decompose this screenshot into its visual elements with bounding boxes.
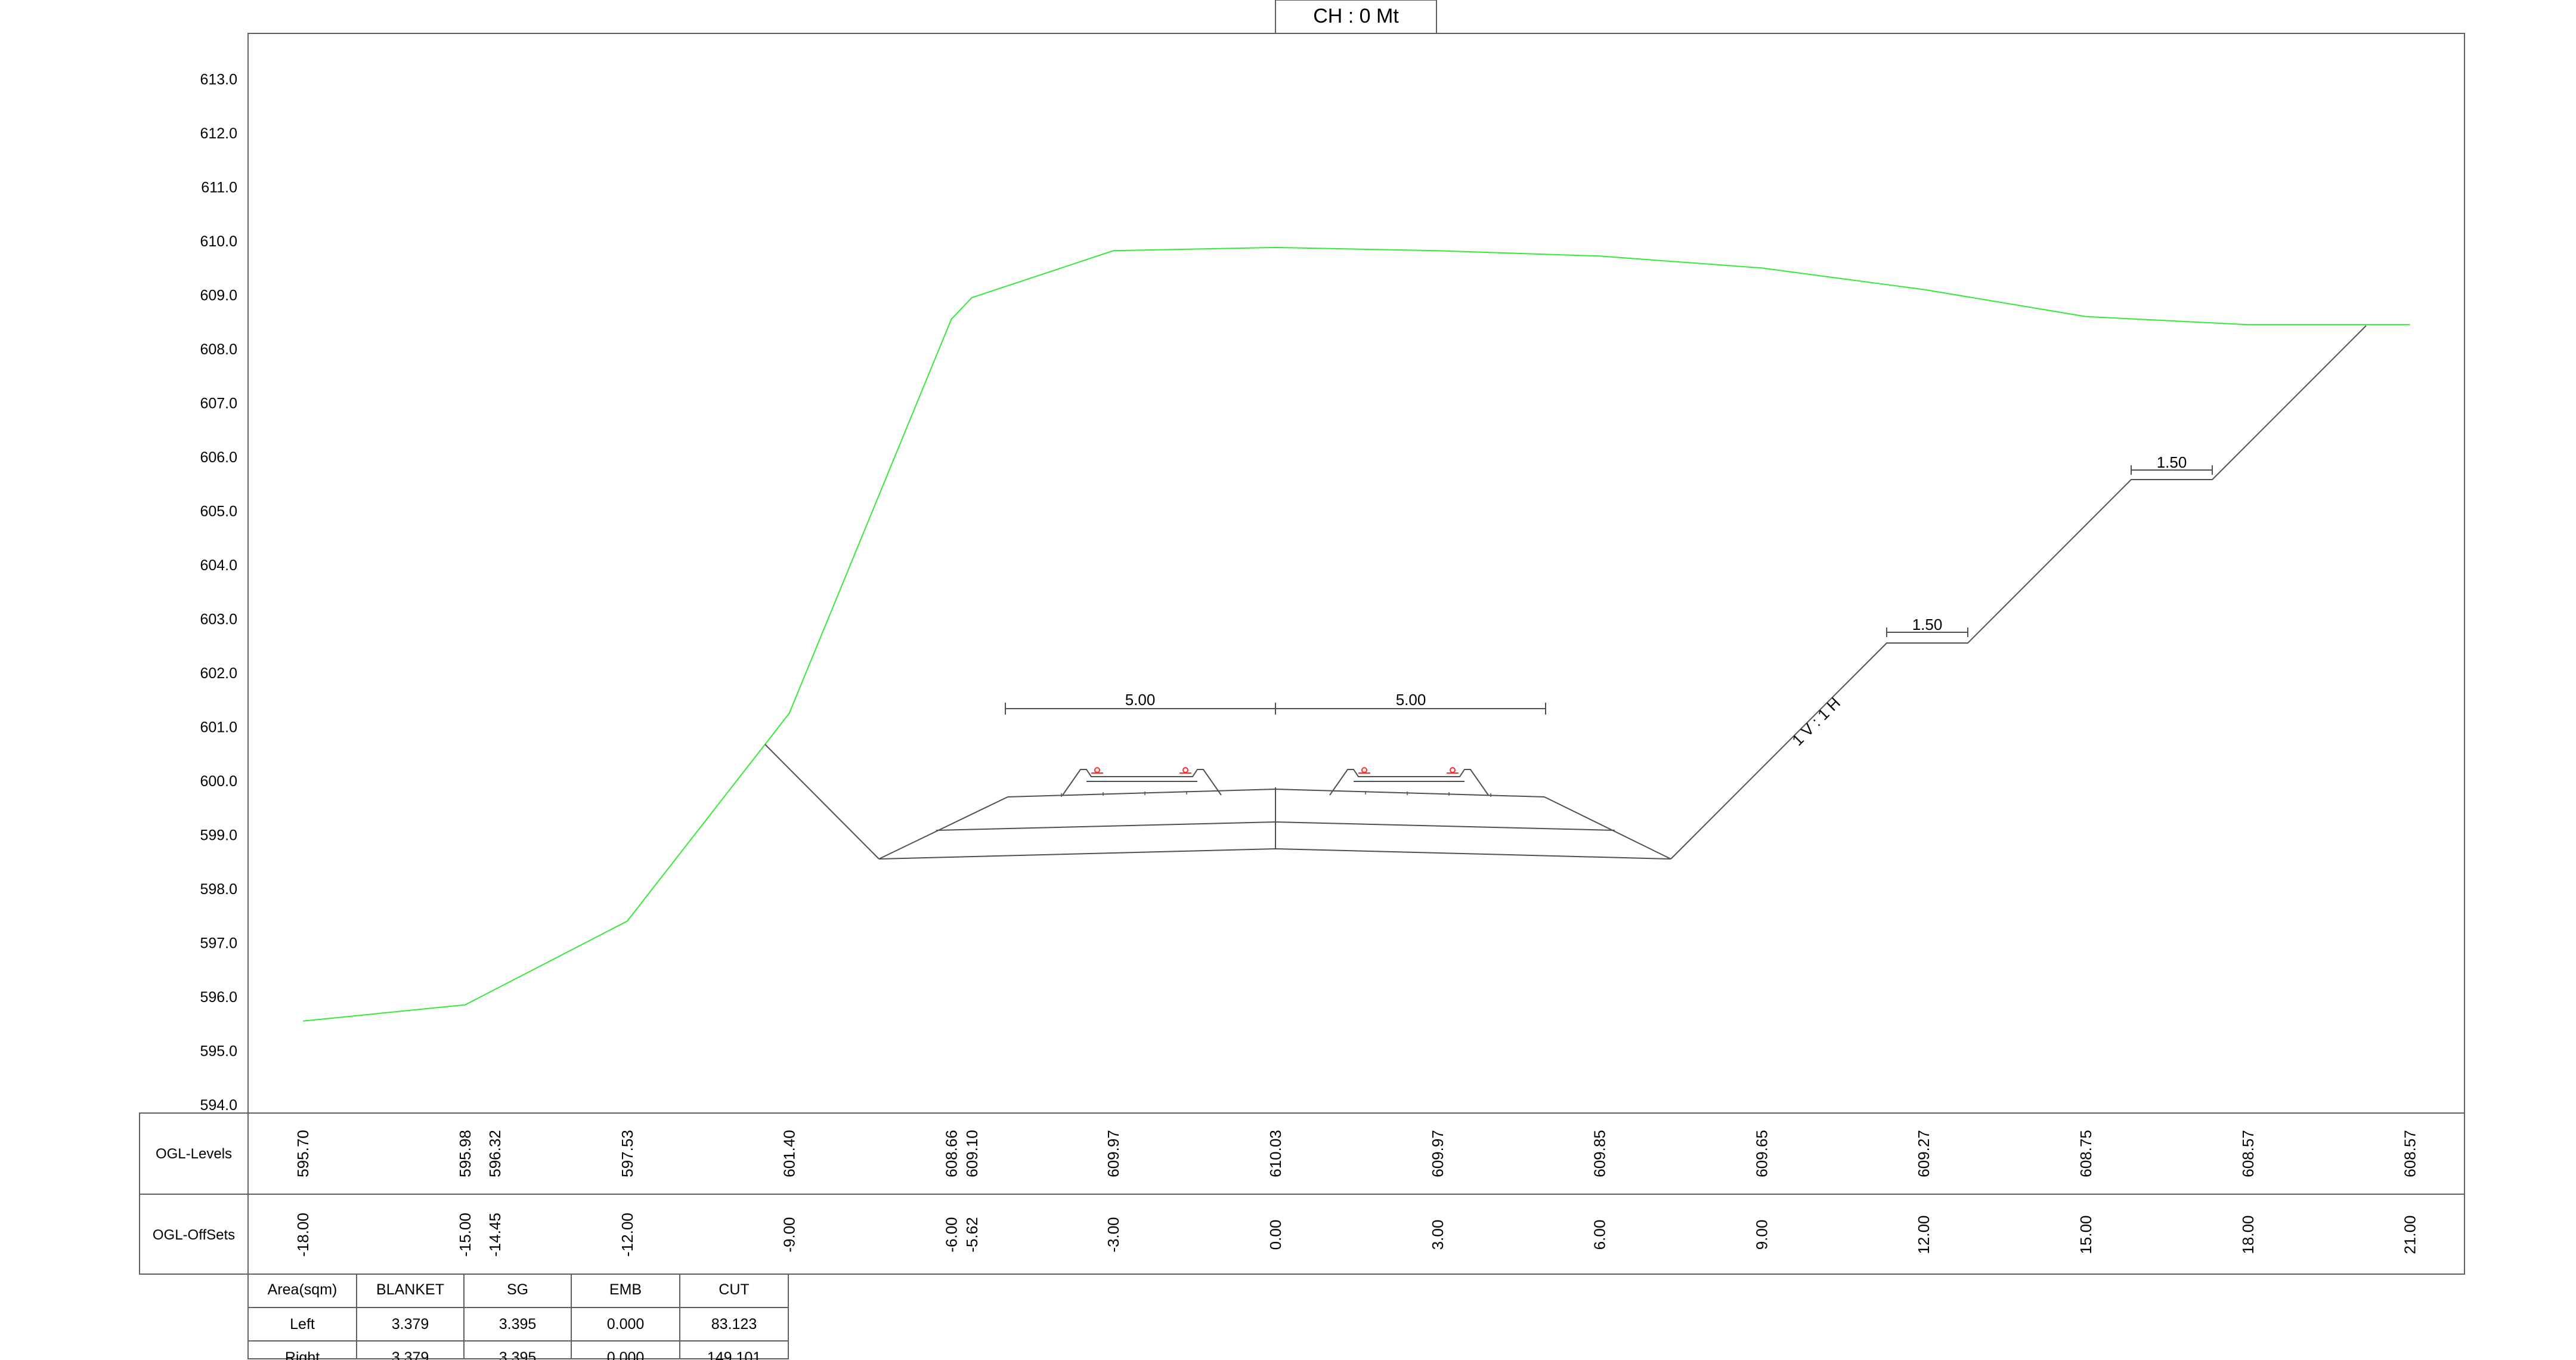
y-axis-label: 597.0 xyxy=(200,935,237,952)
table-cell: Left xyxy=(290,1316,315,1333)
berm-dimension-lower xyxy=(1886,628,1968,637)
table-cell: 3.395 xyxy=(499,1316,537,1333)
table-header-cell: Area(sqm) xyxy=(268,1281,338,1298)
title-text: CH : 0 Mt xyxy=(1313,5,1399,27)
table-cell: 3.395 xyxy=(499,1349,537,1360)
formation-bottom xyxy=(878,848,1671,860)
ogl-profile-line xyxy=(303,246,2410,1022)
title-box: CH : 0 Mt xyxy=(1275,0,1437,34)
y-axis-labels: 613.0 612.0 611.0 610.0 609.0 608.0 607.0 606.0… xyxy=(200,72,237,1114)
y-axis-label: 602.0 xyxy=(200,665,237,682)
y-axis-label: 606.0 xyxy=(200,449,237,466)
y-axis-label: 613.0 xyxy=(200,72,237,88)
table-cell: 3.379 xyxy=(392,1316,429,1333)
y-axis-label: 594.0 xyxy=(200,1097,237,1114)
ogl-level-value: 610.03 xyxy=(1267,1130,1284,1177)
ogl-offset-value: -5.62 xyxy=(963,1217,981,1252)
ogl-offset-value: -3.00 xyxy=(1104,1217,1122,1252)
formation-left-edge xyxy=(878,796,1008,860)
ogl-level-value: 596.32 xyxy=(486,1130,504,1177)
ogl-level-value: 609.27 xyxy=(1915,1130,1933,1177)
berm-label-upper: 1.50 xyxy=(2157,453,2187,471)
ogl-offset-value: 12.00 xyxy=(1915,1215,1933,1254)
table-cell: 0.000 xyxy=(607,1316,645,1333)
band-values: 595.70 -18.00 595.98 -15.00 596.32 -14.45 597.… xyxy=(294,1130,2419,1257)
ogl-level-value: 609.85 xyxy=(1591,1130,1609,1177)
y-axis-label: 612.0 xyxy=(200,125,237,142)
y-axis-label: 598.0 xyxy=(200,881,237,898)
ogl-level-value: 595.70 xyxy=(294,1130,312,1177)
ogl-level-value: 608.57 xyxy=(2401,1130,2419,1177)
ogl-level-value: 609.97 xyxy=(1104,1130,1122,1177)
formation-right-edge xyxy=(1544,796,1671,860)
ogl-level-value: 608.57 xyxy=(2239,1130,2257,1177)
berm-label-lower: 1.50 xyxy=(1912,616,1943,633)
table-header-cell: EMB xyxy=(609,1281,642,1298)
ogl-offset-value: 15.00 xyxy=(2077,1215,2095,1254)
dimension-label-left: 5.00 xyxy=(1125,691,1156,709)
y-axis-label: 595.0 xyxy=(200,1043,237,1060)
y-axis-label: 601.0 xyxy=(200,719,237,736)
ogl-offset-value: -15.00 xyxy=(456,1213,474,1257)
slope-label: 1 V : 1 H xyxy=(1788,694,1844,749)
y-axis-label: 611.0 xyxy=(201,180,237,196)
y-axis-label: 596.0 xyxy=(200,989,237,1006)
ogl-level-value: 608.66 xyxy=(942,1130,960,1177)
band-label-levels: OGL-Levels xyxy=(156,1146,232,1162)
table-header-cell: SG xyxy=(507,1281,528,1298)
ogl-offset-value: -6.00 xyxy=(942,1217,960,1252)
berm-dimension-upper xyxy=(2131,465,2213,475)
y-axis-label: 600.0 xyxy=(200,773,237,790)
y-axis-label: 604.0 xyxy=(200,557,237,574)
ogl-offset-value: -18.00 xyxy=(294,1213,312,1257)
data-bands xyxy=(139,1112,2465,1275)
band-label-offsets: OGL-OffSets xyxy=(153,1227,235,1243)
rails xyxy=(1091,767,1459,774)
y-axis-label: 608.0 xyxy=(200,341,237,358)
ballast-right xyxy=(1329,769,1489,796)
ogl-offset-value: 18.00 xyxy=(2239,1215,2257,1254)
ogl-level-value: 601.40 xyxy=(781,1130,798,1177)
dimension-5m-right xyxy=(1275,703,1546,715)
y-axis-label: 610.0 xyxy=(200,233,237,250)
ogl-offset-value: -14.45 xyxy=(486,1213,504,1257)
table-cell-border xyxy=(679,1340,789,1359)
ogl-level-value: 609.10 xyxy=(963,1130,981,1177)
ogl-offset-value: 21.00 xyxy=(2401,1215,2419,1254)
ogl-level-value: 597.53 xyxy=(618,1130,636,1177)
y-axis-label: 607.0 xyxy=(200,395,237,412)
dimension-label-right: 5.00 xyxy=(1396,691,1426,709)
left-cut-slope xyxy=(764,744,880,860)
formation-section xyxy=(764,325,2367,860)
ogl-offset-value: 9.00 xyxy=(1753,1220,1770,1250)
ogl-offset-value: 6.00 xyxy=(1591,1220,1609,1250)
ogl-offset-value: -12.00 xyxy=(618,1213,636,1257)
right-cut-slope xyxy=(1670,325,2367,860)
table-cell: 3.379 xyxy=(392,1349,429,1360)
table-header-cell: CUT xyxy=(719,1281,749,1298)
ogl-level-value: 608.75 xyxy=(2077,1130,2095,1177)
table-cell: 0.000 xyxy=(607,1349,645,1360)
table-cell: Right xyxy=(285,1349,320,1360)
ogl-level-value: 595.98 xyxy=(456,1130,474,1177)
area-table: Area(sqm) BLANKET SG EMB CUT Left 3.379 3.395 0.… xyxy=(247,1274,789,1360)
ballast-left xyxy=(1062,769,1222,796)
formation-ticks xyxy=(1061,791,1491,797)
table-cell: 83.123 xyxy=(711,1316,757,1333)
y-axis-label: 605.0 xyxy=(200,503,237,520)
y-axis-label: 603.0 xyxy=(200,611,237,628)
table-cell: 149.101 xyxy=(707,1349,761,1360)
table-header-cell: BLANKET xyxy=(376,1281,444,1298)
y-axis-label: 609.0 xyxy=(200,288,237,304)
y-axis-label: 599.0 xyxy=(200,827,237,844)
ogl-offset-value: 3.00 xyxy=(1429,1220,1447,1250)
ogl-offset-value: -9.00 xyxy=(781,1217,798,1252)
plot-frame xyxy=(247,33,2465,1114)
ogl-level-value: 609.65 xyxy=(1753,1130,1770,1177)
ogl-level-value: 609.97 xyxy=(1429,1130,1447,1177)
ogl-offset-value: 0.00 xyxy=(1267,1220,1284,1250)
